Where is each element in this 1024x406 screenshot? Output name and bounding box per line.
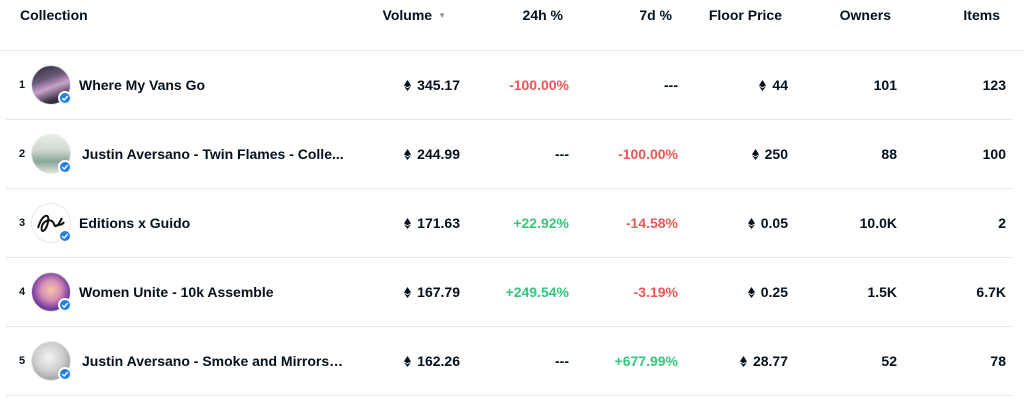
avatar[interactable] — [31, 134, 71, 174]
rank: 1 — [19, 79, 26, 91]
eth-icon — [747, 190, 755, 258]
verified-badge-icon — [58, 367, 72, 381]
owners-count: 101 — [873, 77, 897, 93]
signature-logo — [37, 214, 65, 232]
owners-count: 52 — [881, 353, 897, 369]
collection-name[interactable]: Women Unite - 10k Assemble — [79, 284, 274, 300]
avatar[interactable] — [31, 65, 71, 105]
rank: 2 — [19, 148, 26, 160]
table-row[interactable]: 4 Women Unite - 10k Assemble 167.79 +249… — [6, 258, 1013, 327]
change-7d: -3.19% — [633, 284, 678, 300]
change-7d: +677.99% — [614, 353, 678, 369]
owners-count: 10.0K — [859, 215, 897, 231]
eth-icon — [739, 328, 747, 396]
volume-header-label: Volume — [382, 7, 433, 23]
table-row[interactable]: 2 Justin Aversano - Twin Flames - Colle.… — [6, 120, 1013, 189]
rank: 3 — [19, 217, 26, 229]
column-header-floor-price[interactable]: Floor Price — [708, 7, 782, 23]
eth-icon — [747, 259, 755, 327]
change-7d: -14.58% — [625, 215, 678, 231]
verified-badge-icon — [58, 298, 72, 312]
floor-price-cell: 44 — [759, 51, 788, 119]
items-count: 78 — [990, 353, 1006, 369]
change-24h: +22.92% — [513, 215, 569, 231]
verified-badge-icon — [58, 160, 72, 174]
floor-price-cell: 28.77 — [739, 327, 788, 396]
eth-icon — [404, 328, 412, 396]
change-24h: --- — [555, 146, 569, 162]
column-header-items[interactable]: Items — [963, 7, 1000, 23]
eth-icon — [404, 121, 412, 189]
rank: 5 — [19, 355, 26, 367]
items-count: 6.7K — [976, 284, 1006, 300]
volume-cell: 162.26 — [404, 327, 460, 395]
column-header-7d[interactable]: 7d % — [639, 7, 672, 23]
eth-icon — [751, 121, 759, 189]
eth-icon — [404, 52, 412, 120]
verified-badge-icon — [58, 229, 72, 243]
volume-cell: 244.99 — [404, 120, 460, 188]
collection-name[interactable]: Justin Aversano - Twin Flames - Colle... — [82, 146, 344, 162]
volume-cell: 167.79 — [404, 258, 460, 326]
column-header-24h[interactable]: 24h % — [522, 7, 563, 23]
collection-name[interactable]: Where My Vans Go — [79, 77, 206, 93]
table-row[interactable]: 1 Where My Vans Go 345.17 -100.00% --- 4… — [6, 51, 1013, 120]
avatar[interactable] — [31, 341, 71, 381]
column-header-volume[interactable]: Volume ▼ — [383, 7, 446, 23]
table-row[interactable]: 5 Justin Aversano - Smoke and Mirrors ..… — [6, 327, 1013, 396]
collection-name[interactable]: Editions x Guido — [79, 215, 191, 231]
column-header-owners[interactable]: Owners — [839, 7, 891, 23]
floor-price-cell: 0.25 — [747, 258, 788, 327]
owners-count: 1.5K — [867, 284, 897, 300]
owners-count: 88 — [881, 146, 897, 162]
floor-price-cell: 0.05 — [747, 189, 788, 258]
collection-name[interactable]: Justin Aversano - Smoke and Mirrors ... — [82, 353, 344, 369]
floor-price-cell: 250 — [751, 120, 788, 189]
volume-cell: 171.63 — [404, 189, 460, 257]
eth-icon — [404, 259, 412, 327]
sort-down-icon: ▼ — [438, 11, 446, 20]
change-24h: -100.00% — [509, 77, 569, 93]
table-header: Collection Volume ▼ 24h % 7d % Floor Pric… — [0, 0, 1024, 51]
verified-badge-icon — [58, 91, 72, 105]
column-header-collection[interactable]: Collection — [20, 7, 88, 23]
change-7d: --- — [664, 77, 678, 93]
table-row[interactable]: 3 Editions x Guido 171.63 +22.92% -14.58… — [6, 189, 1013, 258]
rank: 4 — [19, 286, 26, 298]
eth-icon — [759, 52, 767, 120]
items-count: 2 — [998, 215, 1006, 231]
change-24h: +249.54% — [505, 284, 569, 300]
volume-cell: 345.17 — [404, 51, 460, 119]
change-7d: -100.00% — [618, 146, 678, 162]
items-count: 123 — [982, 77, 1006, 93]
items-count: 100 — [982, 146, 1006, 162]
eth-icon — [404, 190, 412, 258]
change-24h: --- — [555, 353, 569, 369]
